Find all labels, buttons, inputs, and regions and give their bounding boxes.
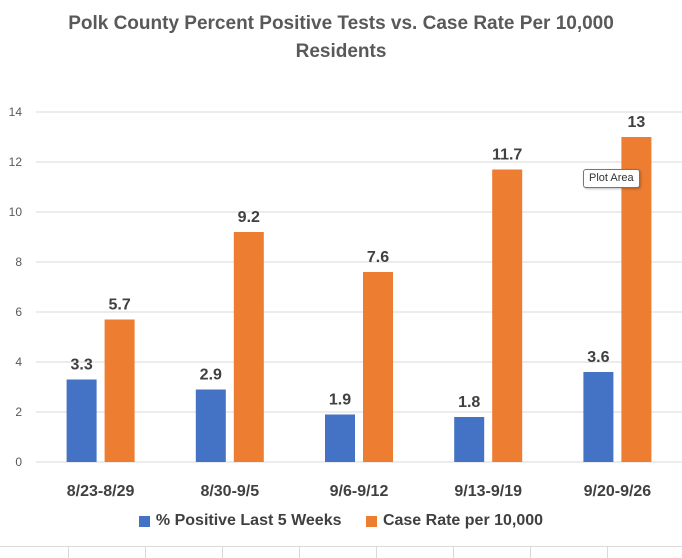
- bottom-divider-tick: [607, 546, 608, 558]
- bottom-divider-tick: [299, 546, 300, 558]
- bottom-divider-tick: [68, 546, 69, 558]
- chart-title-line-2: Residents: [295, 41, 387, 62]
- bars: [66, 137, 652, 462]
- data-label: 7.6: [367, 249, 389, 266]
- x-tick-label: 9/13-9/19: [454, 483, 522, 500]
- bar-percent-positive: [325, 414, 355, 462]
- legend-swatch-blue: [138, 515, 150, 527]
- plot-area-tooltip: Plot Area: [583, 169, 640, 188]
- bar-percent-positive: [454, 417, 485, 462]
- chart-title: Polk County Percent Positive Tests vs. C…: [0, 10, 682, 66]
- x-tick-label: 8/30-9/5: [200, 483, 259, 500]
- data-label: 2.9: [200, 367, 222, 384]
- y-tick-label: 8: [15, 255, 22, 269]
- y-tick-label: 10: [9, 205, 23, 219]
- bar-case-rate: [233, 232, 264, 462]
- bar-case-rate: [363, 272, 393, 462]
- bar-percent-positive: [66, 379, 97, 462]
- bottom-divider-tick: [453, 546, 454, 558]
- y-tick-label: 12: [9, 155, 23, 169]
- legend-label: Case Rate per 10,000: [382, 512, 544, 529]
- bottom-divider-tick: [222, 546, 223, 558]
- gridlines: [36, 111, 682, 463]
- y-tick-label: 2: [15, 405, 22, 419]
- data-labels: 3.3 5.7 2.9 9.2 1.9 7.6 1.8 11.7 3.6 13: [70, 114, 645, 411]
- legend[interactable]: % Positive Last 5 Weeks Case Rate per 10…: [0, 512, 682, 532]
- bar-case-rate: [621, 137, 652, 462]
- chart-title-line-1: Polk County Percent Positive Tests vs. C…: [68, 13, 614, 34]
- y-tick-label: 14: [9, 105, 23, 119]
- data-label: 9.2: [238, 209, 260, 226]
- bar-case-rate: [492, 169, 523, 462]
- bottom-divider: [0, 546, 682, 547]
- data-label: 13: [628, 114, 646, 131]
- bottom-divider-tick: [145, 546, 146, 558]
- bar-percent-positive: [195, 389, 226, 462]
- legend-item-positive[interactable]: % Positive Last 5 Weeks: [138, 512, 342, 530]
- data-label: 11.7: [492, 147, 522, 164]
- legend-swatch-orange: [365, 515, 377, 527]
- y-tick-label: 0: [15, 455, 22, 469]
- data-label: 1.8: [458, 394, 480, 411]
- legend-label: % Positive Last 5 Weeks: [155, 512, 342, 529]
- x-tick-label: 9/20-9/26: [584, 483, 652, 500]
- data-label: 3.6: [587, 349, 609, 366]
- data-label: 5.7: [108, 297, 130, 314]
- y-tick-label: 6: [15, 305, 22, 319]
- data-label: 1.9: [329, 392, 351, 409]
- x-tick-label: 9/6-9/12: [330, 483, 389, 500]
- bar-percent-positive: [583, 372, 614, 462]
- x-tick-label: 8/23-8/29: [67, 483, 135, 500]
- y-tick-label: 4: [15, 355, 22, 369]
- bar-case-rate: [104, 319, 135, 462]
- legend-item-case-rate[interactable]: Case Rate per 10,000: [365, 512, 544, 530]
- y-axis-ticks: 0 2 4 6 8 10 12 14: [9, 105, 23, 469]
- bottom-divider-tick: [530, 546, 531, 558]
- x-axis-ticks: 8/23-8/29 8/30-9/5 9/6-9/12 9/13-9/19 9/20-9…: [67, 483, 652, 500]
- data-label: 3.3: [70, 357, 92, 374]
- bottom-divider-tick: [376, 546, 377, 558]
